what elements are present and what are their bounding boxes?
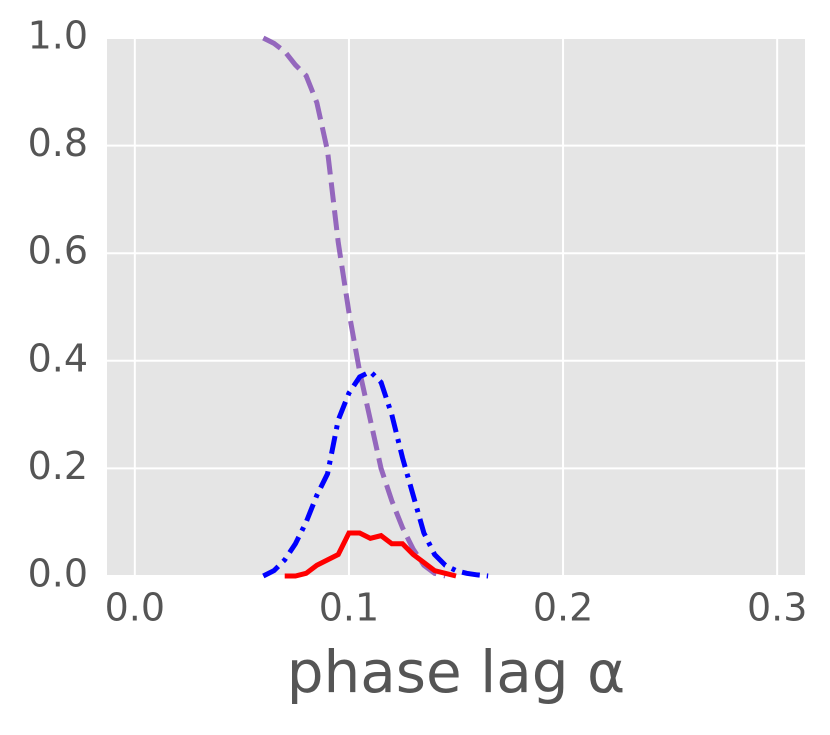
- x-axis-label: phase lag α: [287, 638, 626, 706]
- plot-area: [107, 38, 805, 576]
- y-tick-label: 0.6: [28, 229, 88, 273]
- y-tick-label: 0.8: [28, 121, 88, 165]
- series-line: [262, 35, 446, 579]
- y-tick-label: 0.2: [28, 444, 88, 488]
- y-tick-label: 0.4: [28, 336, 88, 380]
- y-tick-label: 0.0: [28, 552, 88, 596]
- x-tick-label: 0.3: [747, 586, 807, 630]
- series-line: [284, 530, 457, 579]
- x-tick-label: 0.0: [105, 586, 165, 630]
- y-tick-label: 1.0: [28, 14, 88, 58]
- x-tick-label: 0.1: [319, 586, 379, 630]
- x-tick-label: 0.2: [533, 586, 593, 630]
